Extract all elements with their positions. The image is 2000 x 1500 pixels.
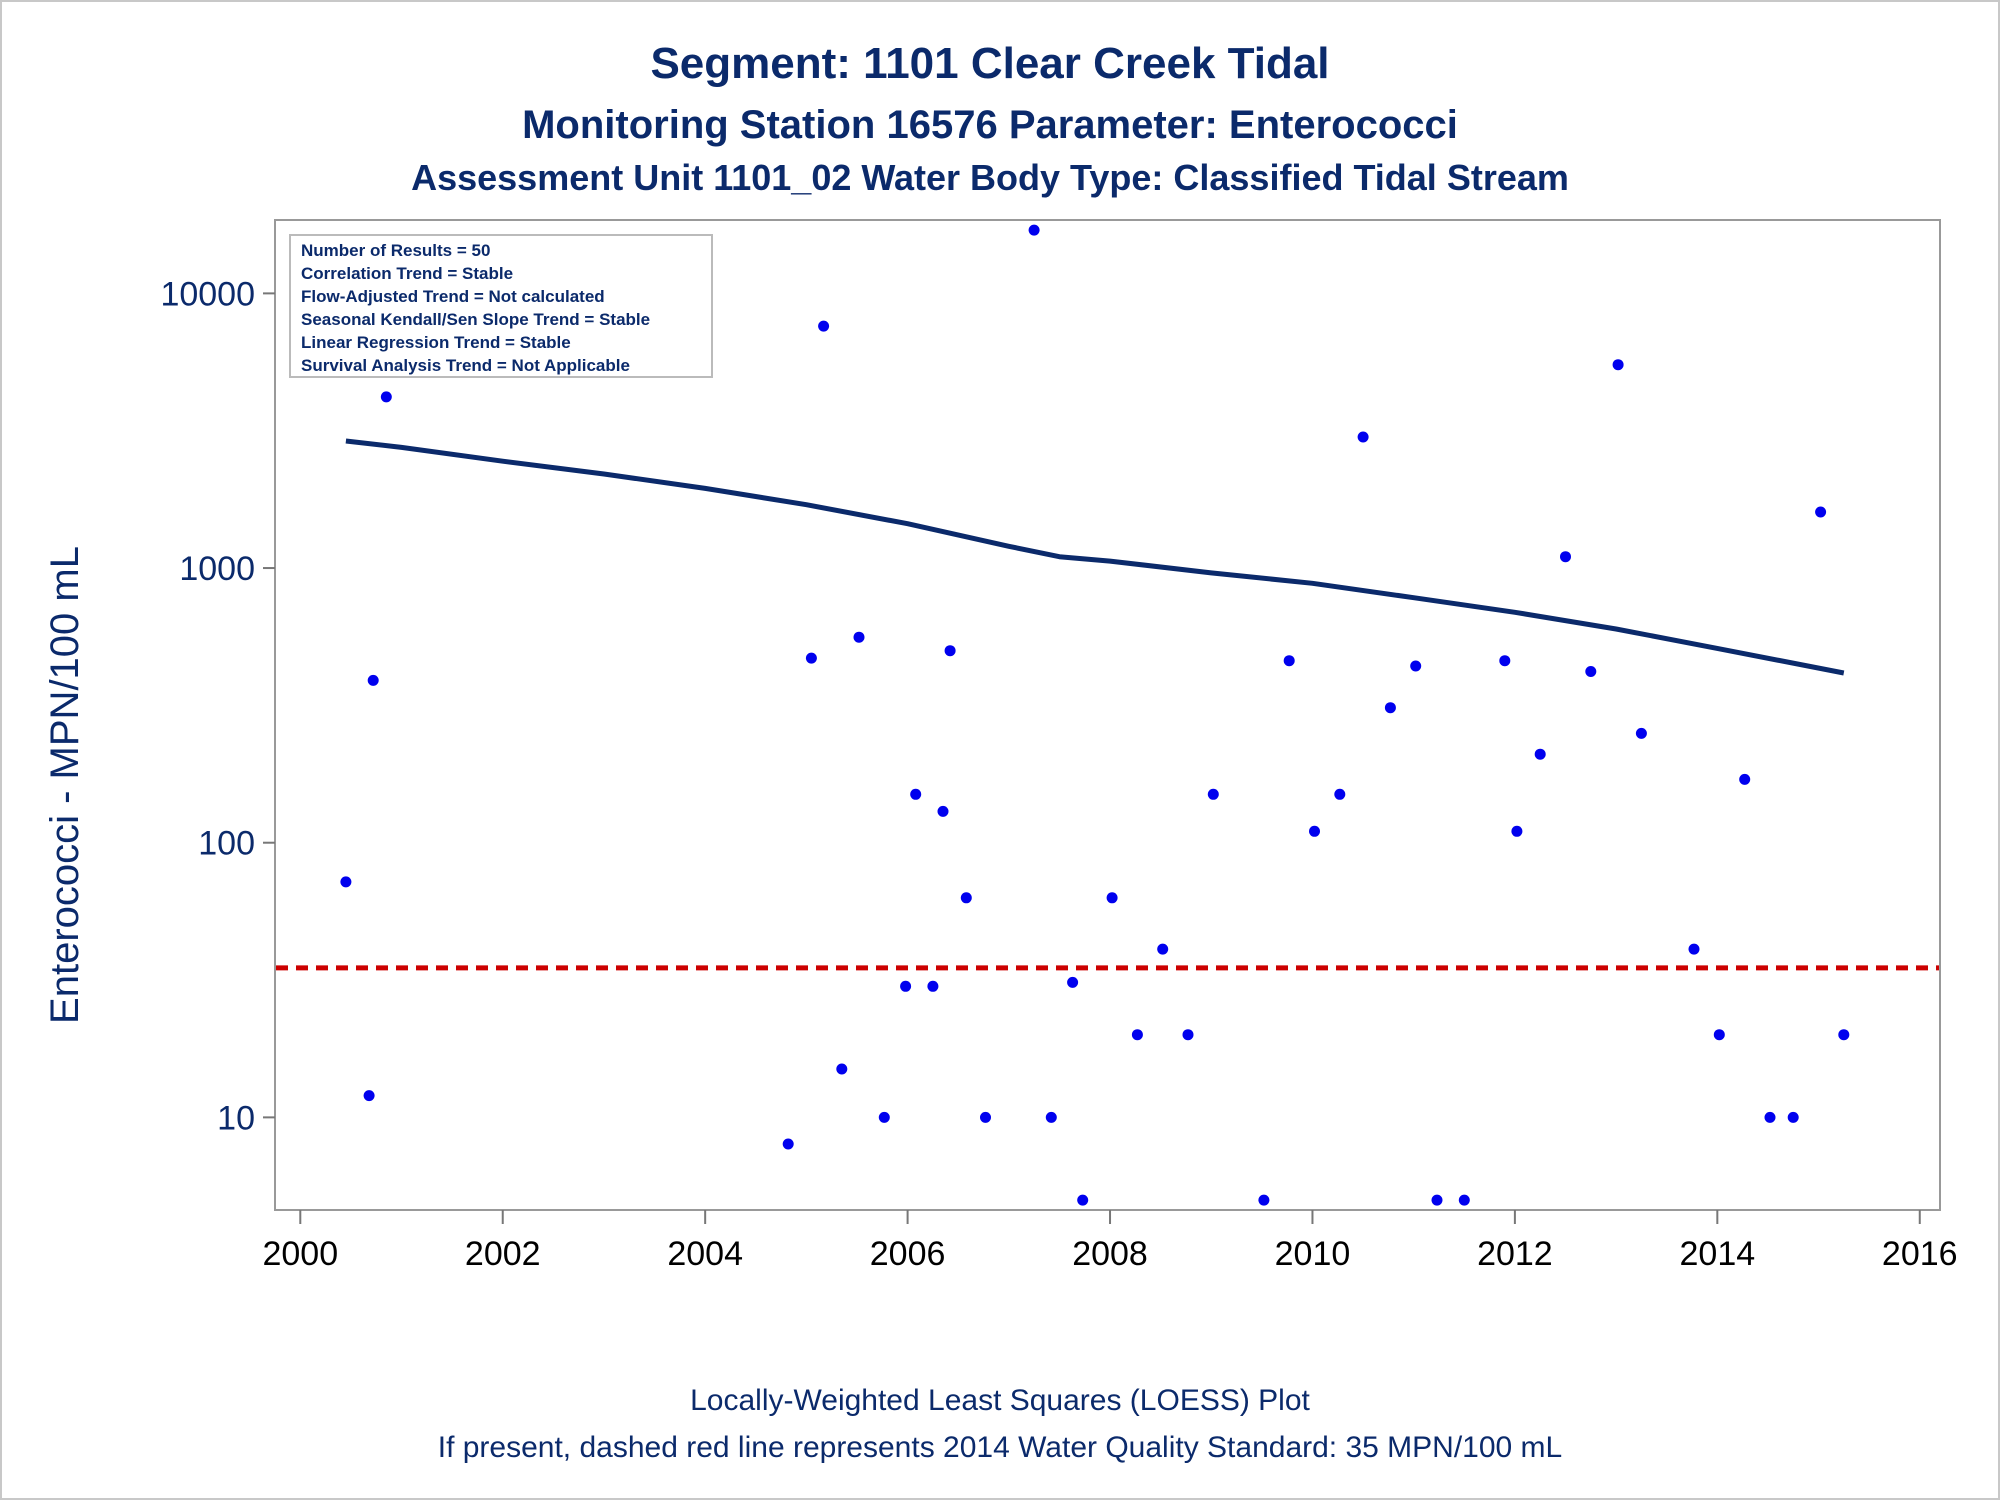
y-axis-label: Enterococci - MPN/100 mL — [43, 546, 87, 1024]
data-point — [1612, 359, 1624, 371]
x-tick-label: 2002 — [465, 1235, 541, 1273]
data-point — [1458, 1194, 1470, 1206]
data-point — [1635, 727, 1647, 739]
data-point — [1410, 660, 1422, 672]
data-point — [1534, 748, 1546, 760]
data-point — [1739, 773, 1751, 785]
data-point — [782, 1138, 794, 1150]
data-point — [1258, 1194, 1270, 1206]
footnote-1: Locally-Weighted Least Squares (LOESS) P… — [690, 1384, 1310, 1417]
x-tick-label: 2012 — [1477, 1235, 1553, 1273]
y-tick-label: 100 — [198, 825, 255, 863]
data-point — [1182, 1029, 1194, 1041]
data-point — [1764, 1111, 1776, 1123]
data-point — [836, 1063, 848, 1075]
data-point — [960, 892, 972, 904]
chart-title: Segment: 1101 Clear Creek Tidal — [650, 39, 1329, 88]
y-tick-label: 1000 — [179, 550, 255, 588]
data-point — [1077, 1194, 1089, 1206]
x-tick-label: 2006 — [870, 1235, 946, 1273]
info-line-4: Seasonal Kendall/Sen Slope Trend = Stabl… — [301, 310, 650, 329]
data-point — [1309, 825, 1320, 837]
x-tick-label: 2000 — [262, 1235, 338, 1273]
data-point — [1131, 1029, 1143, 1041]
data-point — [1106, 892, 1118, 904]
chart-subtitle-2: Assessment Unit 1101_02 Water Body Type:… — [411, 157, 1569, 198]
x-tick-label: 2004 — [667, 1235, 743, 1273]
data-point — [1560, 551, 1571, 563]
info-line-3: Flow-Adjusted Trend = Not calculated — [301, 287, 605, 306]
data-point — [878, 1111, 890, 1123]
data-point — [805, 652, 817, 664]
loess-line-layer — [345, 438, 1845, 676]
data-point — [380, 391, 392, 403]
footnote-2: If present, dashed red line represents 2… — [438, 1431, 1563, 1464]
data-point — [1207, 788, 1219, 800]
x-tick-label: 2010 — [1275, 1235, 1351, 1273]
x-tick-label: 2008 — [1072, 1235, 1148, 1273]
data-point — [1787, 1111, 1799, 1123]
data-point — [1511, 825, 1523, 837]
data-point — [1688, 943, 1700, 955]
data-point — [818, 320, 830, 332]
data-point — [1713, 1029, 1725, 1041]
data-point — [367, 674, 379, 686]
x-tick-label: 2014 — [1680, 1235, 1756, 1273]
data-point — [1384, 702, 1396, 714]
data-point — [1431, 1194, 1443, 1206]
info-line-6: Survival Analysis Trend = Not Applicable — [301, 356, 630, 375]
info-line-1: Number of Results = 50 — [301, 241, 490, 260]
x-tick-label: 2016 — [1882, 1235, 1958, 1273]
y-axis-ticks: 10 100 1000 10000 — [160, 275, 275, 1137]
data-point — [1499, 655, 1511, 667]
data-point — [980, 1111, 991, 1123]
data-point — [937, 805, 949, 817]
info-line-2: Correlation Trend = Stable — [301, 264, 513, 283]
info-line-5: Linear Regression Trend = Stable — [301, 333, 571, 352]
info-box — [289, 234, 713, 378]
data-point — [1045, 1111, 1057, 1123]
y-tick-label: 10000 — [160, 275, 255, 313]
data-point — [340, 876, 352, 888]
data-point — [927, 980, 939, 992]
loess-line — [345, 438, 1845, 676]
plot-area — [274, 219, 1941, 1211]
data-point — [1815, 506, 1827, 518]
data-point — [1157, 943, 1169, 955]
data-point — [1585, 666, 1597, 677]
data-point — [1067, 976, 1079, 988]
data-point — [910, 788, 922, 800]
data-point — [1357, 431, 1369, 443]
x-axis-ticks: 2000 2002 2004 2006 2008 2010 2012 2014 2016 — [262, 1210, 1958, 1273]
y-tick-label: 10 — [217, 1099, 255, 1137]
data-point — [363, 1090, 375, 1102]
data-point — [1028, 224, 1040, 236]
data-point — [853, 631, 865, 643]
chart-subtitle-1: Monitoring Station 16576 Parameter: Ente… — [522, 103, 1458, 147]
data-point — [900, 980, 912, 992]
data-point — [1334, 788, 1346, 800]
data-point — [1838, 1029, 1850, 1041]
data-point — [944, 645, 956, 657]
data-point — [1283, 655, 1295, 667]
